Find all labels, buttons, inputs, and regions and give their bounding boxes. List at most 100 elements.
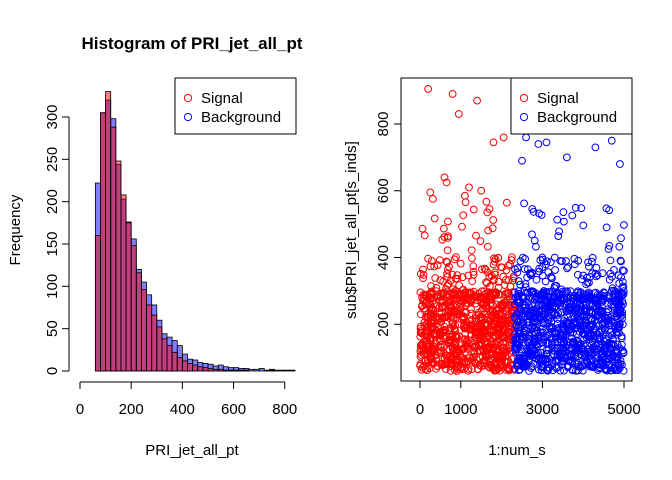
- scatter-point-signal: [490, 319, 498, 328]
- scatter-point-signal: [439, 277, 448, 286]
- scatter-point-background: [618, 289, 626, 297]
- scatter-point-signal: [448, 90, 457, 98]
- scatter-point-signal: [437, 340, 445, 349]
- scatter-point-background: [533, 293, 542, 302]
- scatter-point-signal: [416, 341, 425, 350]
- scatter-point-signal: [450, 365, 459, 374]
- scatter-point-background: [588, 257, 596, 266]
- scatter-point-background: [600, 294, 609, 303]
- scatter-point-background: [558, 302, 566, 310]
- scatter-point-signal: [443, 258, 452, 267]
- histogram-bar-signal: [100, 112, 106, 372]
- scatter-point-signal: [449, 346, 458, 355]
- scatter-point-background: [596, 307, 605, 316]
- scatter-point-signal: [432, 326, 440, 335]
- scatter-point-signal: [477, 298, 486, 307]
- scatter-point-background: [539, 338, 548, 347]
- scatter-point-background: [586, 295, 595, 304]
- scatter-point-signal: [492, 359, 501, 368]
- scatter-point-signal: [472, 231, 480, 240]
- scatter-point-signal: [424, 85, 433, 93]
- scatter-point-signal: [444, 232, 452, 241]
- scatter-point-signal: [489, 138, 498, 147]
- scatter-point-signal: [426, 188, 435, 197]
- scatter-point-background: [571, 348, 580, 357]
- scatter-point-background: [553, 350, 562, 359]
- scatter-point-signal: [416, 332, 425, 341]
- scatter-y-label: sub$PRI_jet_all_pt[s_inds]: [343, 141, 360, 319]
- scatter-point-signal: [416, 270, 425, 278]
- histogram-bar-signal: [130, 245, 137, 372]
- scatter-point-background: [547, 341, 556, 349]
- scatter-point-background: [619, 349, 628, 358]
- scatter-point-signal: [451, 290, 460, 299]
- scatter-point-signal: [433, 261, 442, 270]
- scatter-point-background: [616, 160, 624, 168]
- scatter-point-background: [515, 365, 524, 374]
- scatter-point-signal: [424, 292, 433, 301]
- scatter-point-background: [580, 307, 589, 316]
- scatter-point-background: [618, 310, 627, 319]
- y-tick-label: 150: [44, 231, 61, 256]
- scatter-point-signal: [458, 353, 467, 362]
- scatter-point-signal: [437, 336, 445, 345]
- scatter-point-signal: [497, 320, 506, 329]
- scatter-point-background: [552, 297, 561, 306]
- scatter-point-background: [536, 256, 545, 265]
- scatter-point-signal: [420, 361, 428, 370]
- scatter-point-background: [571, 203, 580, 212]
- scatter-point-signal: [490, 254, 498, 263]
- y-tick-label: 800: [375, 111, 392, 136]
- scatter-point-signal: [501, 352, 510, 360]
- scatter-point-signal: [468, 353, 477, 362]
- scatter-point-background: [562, 153, 571, 162]
- scatter-point-signal: [456, 305, 465, 314]
- scatter-point-background: [514, 361, 522, 370]
- signal-points: [416, 85, 519, 375]
- scatter-point-background: [520, 199, 528, 208]
- scatter-point-signal: [498, 300, 507, 308]
- scatter-point-background: [537, 211, 546, 219]
- histogram-bar-background: [279, 369, 286, 372]
- histogram-bar-signal: [141, 289, 147, 372]
- histogram-bar-signal: [135, 272, 142, 372]
- scatter-point-background: [527, 306, 536, 315]
- scatter-point-background: [521, 330, 530, 339]
- histogram-bar-background: [289, 369, 296, 372]
- scatter-point-background: [563, 338, 572, 346]
- histogram-bar-signal: [192, 364, 199, 372]
- scatter-point-signal: [490, 275, 498, 284]
- scatter-point-background: [540, 295, 549, 304]
- scatter-point-signal: [416, 352, 425, 361]
- legend-box: [510, 77, 633, 135]
- scatter-point-background: [550, 350, 558, 359]
- scatter-point-background: [518, 292, 526, 301]
- scatter-point-signal: [507, 256, 516, 265]
- scatter-point-background: [563, 311, 571, 319]
- scatter-point-signal: [440, 173, 449, 182]
- scatter-point-signal: [467, 365, 476, 374]
- scatter-point-signal: [481, 337, 490, 346]
- scatter-point-signal: [487, 298, 496, 307]
- scatter-point-background: [519, 338, 528, 347]
- scatter-point-signal: [482, 327, 491, 336]
- histogram-bar-signal: [151, 314, 158, 372]
- scatter-point-signal: [439, 289, 448, 298]
- histogram-panel: Histogram of PRI_jet_all_pt 0 50 100 150 200…: [7, 34, 303, 459]
- scatter-point-background: [518, 156, 526, 165]
- scatter-point-signal: [442, 331, 451, 340]
- scatter-point-signal: [490, 365, 499, 373]
- scatter-point-signal: [424, 310, 433, 319]
- scatter-point-signal: [419, 265, 427, 274]
- scatter-point-background: [523, 346, 532, 355]
- scatter-point-background: [601, 366, 610, 374]
- scatter-point-signal: [468, 277, 477, 286]
- scatter-point-background: [613, 325, 622, 333]
- scatter-point-background: [549, 292, 558, 300]
- scatter-point-signal: [432, 287, 441, 296]
- scatter-point-signal: [425, 336, 434, 345]
- scatter-point-signal: [486, 351, 495, 359]
- scatter-point-background: [521, 280, 530, 288]
- scatter-point-signal: [449, 294, 457, 303]
- scatter-point-background: [585, 278, 593, 287]
